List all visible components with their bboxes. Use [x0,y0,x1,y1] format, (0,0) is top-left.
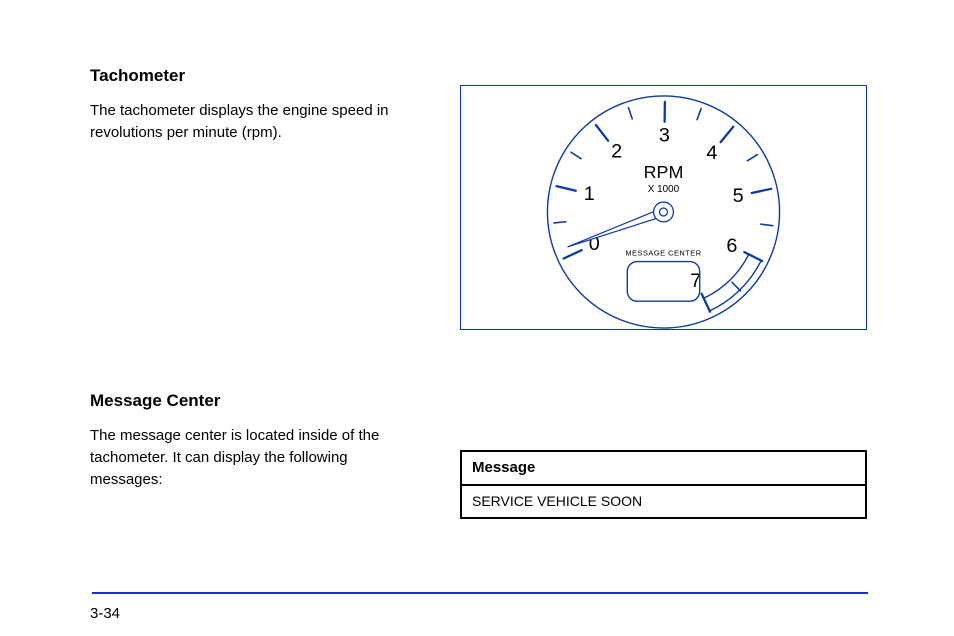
svg-text:RPM: RPM [644,162,684,182]
message-center-body: The message center is located inside of … [90,425,420,490]
tachometer-figure-frame: 01234567RPMX 1000MESSAGE CENTER [460,85,867,330]
tachometer-heading: Tachometer [90,65,420,86]
page-number: 3-34 [90,605,120,622]
svg-text:2: 2 [611,141,622,163]
message-table: Message SERVICE VEHICLE SOON [460,450,867,519]
svg-text:1: 1 [584,183,595,205]
section-message-center: Message Center The message center is loc… [90,390,420,491]
page-root: Tachometer The tachometer displays the e… [0,0,954,636]
message-table-row: SERVICE VEHICLE SOON [462,484,865,517]
svg-text:5: 5 [733,185,744,207]
svg-text:3: 3 [659,125,670,147]
svg-text:4: 4 [706,142,717,164]
tachometer-gauge: 01234567RPMX 1000MESSAGE CENTER [461,86,866,329]
message-table-header: Message [462,452,865,484]
svg-text:6: 6 [726,235,737,257]
footer-rule [92,592,868,594]
section-tachometer: Tachometer The tachometer displays the e… [90,65,420,144]
svg-text:X 1000: X 1000 [648,184,680,195]
tachometer-body: The tachometer displays the engine speed… [90,100,420,144]
svg-text:MESSAGE CENTER: MESSAGE CENTER [625,249,701,258]
message-center-heading: Message Center [90,390,420,411]
